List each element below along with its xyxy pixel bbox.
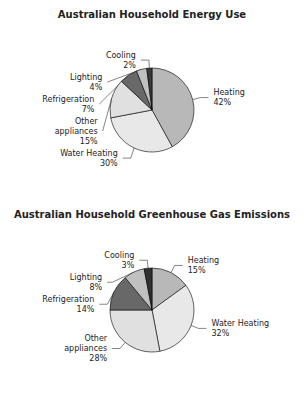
svg-text:Other: Other: [75, 117, 98, 126]
svg-text:Water Heating: Water Heating: [60, 149, 118, 158]
svg-text:32%: 32%: [211, 329, 229, 338]
svg-text:Heating: Heating: [213, 88, 244, 97]
svg-text:appliances: appliances: [64, 344, 107, 353]
svg-text:Lighting: Lighting: [70, 273, 102, 282]
svg-text:14%: 14%: [77, 305, 95, 314]
svg-text:30%: 30%: [100, 159, 118, 168]
svg-text:Australian Household Energy Us: Australian Household Energy Use: [58, 9, 247, 20]
svg-text:42%: 42%: [213, 98, 231, 107]
svg-text:Lighting: Lighting: [70, 73, 102, 82]
svg-text:2%: 2%: [123, 61, 136, 70]
svg-text:3%: 3%: [122, 261, 135, 270]
svg-text:appliances: appliances: [55, 127, 98, 136]
svg-text:Australian Household Greenhous: Australian Household Greenhouse Gas Emis…: [14, 209, 290, 220]
svg-text:8%: 8%: [89, 283, 102, 292]
svg-text:7%: 7%: [82, 105, 95, 114]
svg-text:Refrigeration: Refrigeration: [42, 95, 94, 104]
svg-text:28%: 28%: [89, 354, 107, 363]
svg-text:15%: 15%: [188, 266, 206, 275]
svg-text:Water Heating: Water Heating: [211, 319, 269, 328]
svg-text:Heating: Heating: [188, 256, 219, 265]
svg-text:4%: 4%: [90, 83, 103, 92]
svg-text:Other: Other: [84, 334, 107, 343]
svg-text:15%: 15%: [80, 137, 98, 146]
svg-text:Refrigeration: Refrigeration: [42, 295, 94, 304]
svg-text:Cooling: Cooling: [104, 251, 134, 260]
svg-text:Cooling: Cooling: [106, 51, 136, 60]
